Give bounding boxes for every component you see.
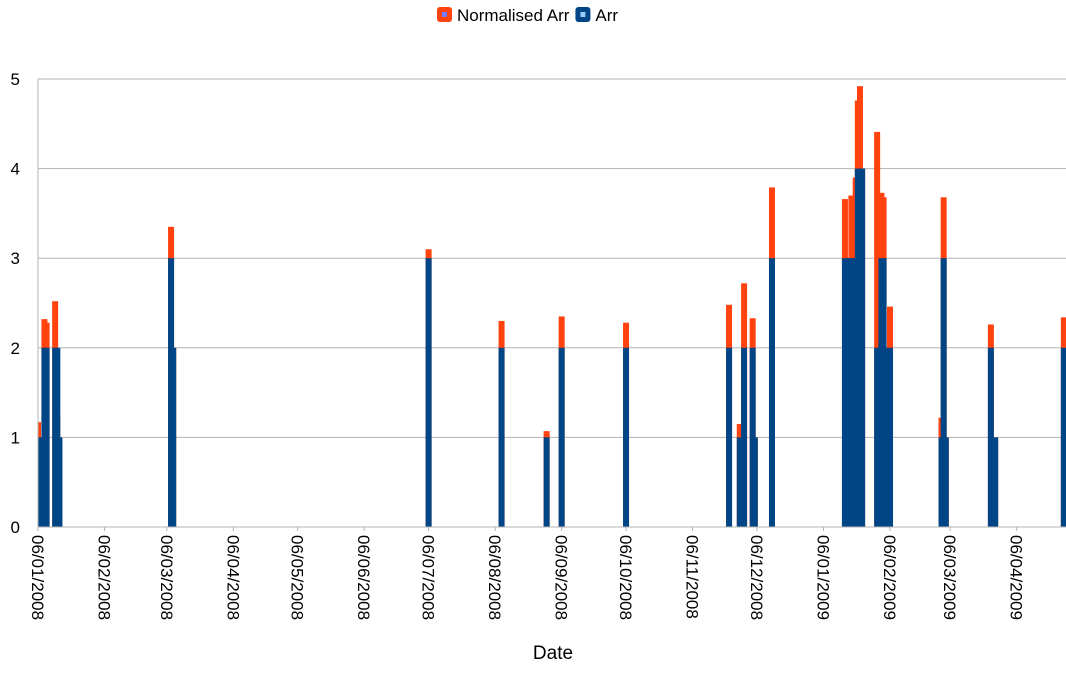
bar-arr-36 (987, 347, 994, 527)
bar-arr-1 (38, 437, 44, 527)
bar-arr-12 (558, 347, 565, 527)
bar-arr-34 (940, 258, 947, 527)
bar-arr-16 (741, 347, 748, 527)
x-tick-label-10: 06/11/2008 (683, 535, 702, 619)
bar-arr-21 (844, 258, 851, 527)
legend-swatch-dot-normalised-arr (442, 12, 447, 17)
bar-arr-10 (498, 347, 505, 527)
x-tick-labels: 06/01/2008 06/02/2008 06/03/2008 06/04/2008… (28, 527, 1026, 620)
x-tick-label-0: 06/01/2008 (28, 535, 47, 620)
legend-label-arr: Arr (595, 6, 618, 25)
series-arr (38, 168, 1066, 527)
axes (37, 79, 1066, 528)
y-tick-labels: 0 1 2 3 4 5 (11, 70, 20, 537)
x-tick-label-11: 06/12/2008 (747, 535, 766, 620)
y-tick-label-4: 4 (11, 160, 20, 179)
bar-arr-19 (768, 258, 775, 527)
x-tick-label-9: 06/10/2008 (616, 535, 635, 620)
bar-arr-37 (992, 437, 999, 527)
x-tick-label-4: 06/05/2008 (288, 535, 307, 620)
bar-arr-23 (850, 258, 857, 527)
x-tick-label-12: 06/01/2009 (813, 535, 832, 620)
x-tick-label-15: 06/04/2009 (1007, 535, 1026, 620)
y-tick-label-1: 1 (11, 428, 20, 447)
y-tick-label-5: 5 (11, 70, 20, 89)
bar-arr-13 (623, 347, 630, 527)
x-tick-label-13: 06/02/2009 (880, 535, 899, 620)
bar-arr-32 (887, 347, 894, 527)
bar-normalised-arr-24 (874, 131, 881, 527)
x-tick-label-14: 06/03/2009 (940, 535, 959, 620)
x-tick-label-2: 06/03/2008 (157, 535, 176, 620)
x-tick-label-5: 06/06/2008 (354, 535, 373, 620)
bar-arr-9 (425, 258, 432, 527)
gridlines (38, 78, 1066, 528)
x-tick-label-8: 06/09/2008 (552, 535, 571, 620)
bar-arr-31 (882, 347, 889, 527)
bar-arr-14 (726, 347, 733, 527)
x-tick-label-6: 06/07/2008 (419, 535, 438, 620)
x-tick-label-3: 06/04/2008 (223, 535, 242, 620)
bar-arr-18 (751, 437, 758, 527)
x-tick-label-7: 06/08/2008 (485, 535, 504, 620)
bar-arr-26 (859, 168, 866, 527)
bars (38, 86, 1066, 528)
bar-arr-11 (543, 437, 550, 527)
bar-arr-38 (1060, 347, 1066, 527)
legend-label-normalised-arr: Normalised Arr (457, 6, 570, 25)
bar-arr-8 (170, 347, 177, 527)
bar-arr-15 (736, 437, 743, 527)
bar-arr-35 (942, 437, 949, 527)
bar-arr-6 (56, 437, 63, 527)
y-tick-label-0: 0 (11, 518, 20, 537)
bar-arr-3 (43, 347, 50, 527)
series-normalised-arr (38, 86, 1066, 528)
x-axis-title: Date (533, 643, 573, 664)
y-tick-label-3: 3 (11, 249, 20, 268)
legend: Normalised Arr Arr (437, 6, 618, 25)
y-tick-label-2: 2 (11, 339, 20, 358)
legend-swatch-dot-arr (580, 12, 586, 17)
x-tick-label-1: 06/02/2008 (95, 535, 114, 620)
